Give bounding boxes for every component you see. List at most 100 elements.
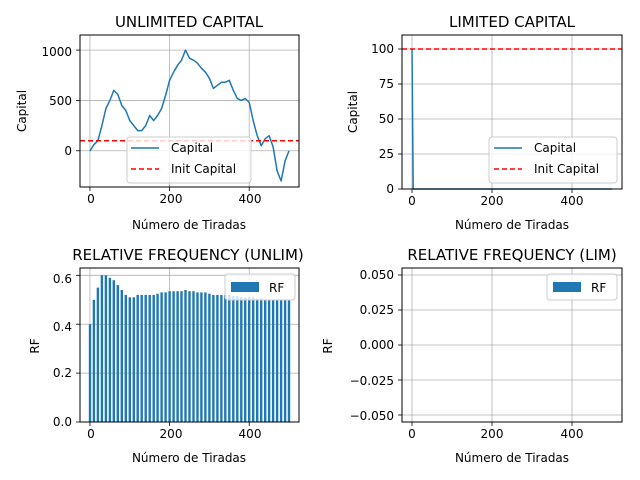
bar-rf <box>216 294 219 422</box>
y-tick-label: 50 <box>379 112 394 126</box>
axes-frame <box>401 34 623 190</box>
y-axis-label: RF <box>28 338 42 353</box>
bar-rf <box>156 293 159 422</box>
bar-rf <box>256 298 259 422</box>
panel-unlimited-capital: UNLIMITED CAPITAL 0 200 400 0 500 1000 N… <box>15 13 300 232</box>
y-tick-label: 0.4 <box>53 320 72 334</box>
bar-rf <box>228 294 231 422</box>
bar-rf <box>275 299 279 422</box>
axis-ticks <box>76 49 250 191</box>
bar-rf <box>279 299 283 422</box>
legend-label-capital: Capital <box>171 141 213 155</box>
bar-rf <box>148 294 151 422</box>
bar-rf <box>240 297 243 422</box>
legend-swatch-rf <box>231 282 259 292</box>
bar-rf <box>164 292 167 422</box>
bar-rf <box>287 299 291 422</box>
y-axis-label: Capital <box>15 90 29 132</box>
axis-ticks <box>76 274 250 426</box>
panel-limited-capital: LIMITED CAPITAL 0 200 400 0 25 50 75 100… <box>346 13 623 232</box>
x-axis-label: Número de Tiradas <box>132 218 246 232</box>
bar-rf <box>208 293 211 422</box>
bar-rf <box>152 294 155 422</box>
plot-area <box>88 275 291 422</box>
axes-frame <box>79 267 300 423</box>
bar-rf <box>264 299 267 422</box>
y-tick-label: 0.000 <box>360 338 394 352</box>
axis-ticks <box>398 274 573 426</box>
x-tick-label: 400 <box>239 192 262 206</box>
bar-rf <box>96 287 100 422</box>
bar-rf <box>168 291 171 422</box>
bar-rf <box>244 297 247 422</box>
legend-label-init-capital: Init Capital <box>534 162 599 176</box>
legend-box <box>546 273 618 301</box>
bar-rf <box>200 292 203 422</box>
bar-rf <box>160 292 163 422</box>
plot-area <box>80 49 299 182</box>
bar-rf <box>204 292 207 422</box>
bar-rf <box>283 299 287 422</box>
bar-rf <box>232 296 235 422</box>
bar-rf <box>196 292 199 422</box>
bar-rf <box>248 297 251 422</box>
bar-rf <box>108 277 112 422</box>
bar-rf <box>212 294 215 422</box>
bar-rf <box>172 291 175 422</box>
series-line-capital <box>89 49 290 182</box>
bar-rf <box>267 299 271 422</box>
y-tick-label: 0 <box>64 144 72 158</box>
y-axis-label: RF <box>321 338 335 353</box>
axes-frame <box>79 34 300 188</box>
bar-rf <box>100 275 104 422</box>
legend: RF <box>224 273 296 301</box>
y-tick-label: 1000 <box>41 45 72 59</box>
x-tick-label: 0 <box>408 427 416 441</box>
bar-rf <box>116 285 119 422</box>
x-tick-label: 0 <box>87 427 95 441</box>
x-tick-label: 0 <box>408 194 416 208</box>
legend-label-rf: RF <box>591 281 606 295</box>
x-axis-label: Número de Tiradas <box>455 218 569 232</box>
grid <box>402 268 622 422</box>
y-tick-label: 0.6 <box>53 272 72 286</box>
y-tick-label: 100 <box>371 42 394 56</box>
bar-rf <box>132 297 135 422</box>
legend-label-rf: RF <box>269 281 284 295</box>
y-axis-label: Capital <box>346 91 360 133</box>
y-tick-label: 25 <box>379 147 394 161</box>
legend-label-capital: Capital <box>534 141 576 155</box>
legend: Capital Init Capital <box>488 136 618 184</box>
y-tick-label: 0.050 <box>360 268 394 282</box>
bar-rf <box>120 290 123 422</box>
bar-rf <box>144 294 147 422</box>
y-tick-label: −0.025 <box>350 374 394 388</box>
legend-box <box>224 273 296 301</box>
bar-rf <box>188 291 191 422</box>
axes-frame <box>401 267 623 423</box>
y-tick-label: 0.025 <box>360 303 394 317</box>
panel-title: RELATIVE FREQUENCY (UNLIM) <box>72 246 304 264</box>
panel-relative-frequency-unlim: RELATIVE FREQUENCY (UNLIM) 0 200 400 0.0… <box>28 246 304 465</box>
bar-rf <box>88 324 92 422</box>
y-tick-label: 0.0 <box>53 415 72 429</box>
bar-rf <box>184 290 187 422</box>
bar-rf <box>271 299 275 422</box>
x-tick-label: 200 <box>160 427 183 441</box>
bar-rf <box>136 294 139 422</box>
x-axis-label: Número de Tiradas <box>455 451 569 465</box>
bar-rf <box>236 296 239 422</box>
legend-swatch-rf <box>553 282 581 292</box>
x-tick-label: 400 <box>561 194 584 208</box>
x-tick-label: 200 <box>160 192 183 206</box>
y-tick-label: 0.2 <box>53 366 72 380</box>
panel-relative-frequency-lim: RELATIVE FREQUENCY (LIM) 0 200 400 −0.05… <box>321 246 623 465</box>
legend: RF <box>546 273 618 301</box>
x-tick-label: 400 <box>561 427 584 441</box>
bar-rf <box>176 291 179 422</box>
bar-rf <box>220 294 223 422</box>
x-tick-label: 0 <box>87 192 95 206</box>
bar-rf <box>140 294 143 422</box>
